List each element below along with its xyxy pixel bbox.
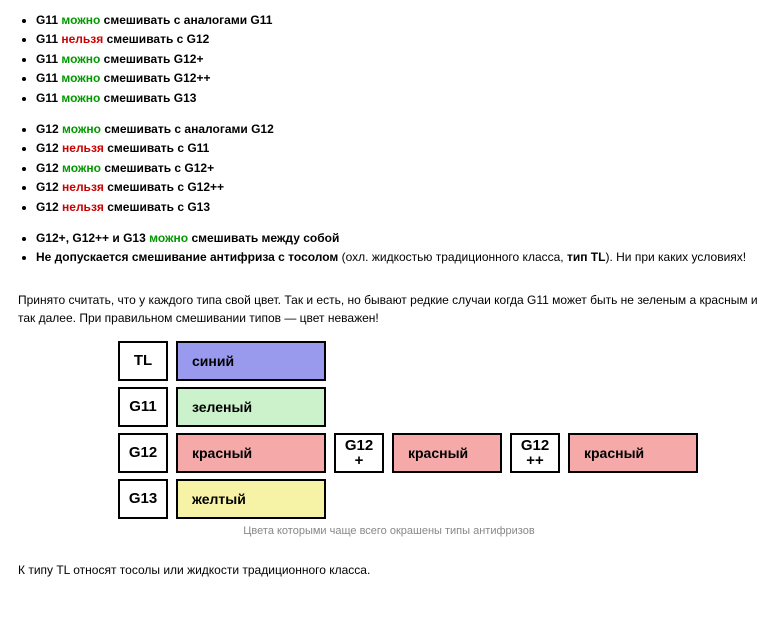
rule-pre: G11 xyxy=(36,52,61,66)
table-caption: Цвета которыми чаще всего окрашены типы … xyxy=(18,525,760,537)
rule-keyword: можно xyxy=(61,52,100,66)
rule-keyword: можно xyxy=(62,161,101,175)
type-cell: TL xyxy=(118,341,168,381)
rule-item: G12 нельзя смешивать с G11 xyxy=(36,140,760,157)
rule-item: G11 можно смешивать с аналогами G11 xyxy=(36,12,760,29)
rule-pre: G11 xyxy=(36,71,61,85)
type-cell: G12 xyxy=(118,433,168,473)
type-cell: G12++ xyxy=(510,433,560,473)
footer-paragraph: К типу TL относят тосолы или жидкости тр… xyxy=(18,561,760,579)
rule-pre: G11 xyxy=(36,13,61,27)
rule-item: G11 можно смешивать G13 xyxy=(36,90,760,107)
rule-post: смешивать с G12+ xyxy=(101,161,214,175)
rule-post: смешивать с аналогами G12 xyxy=(101,122,274,136)
rule-item: G12 можно смешивать с G12+ xyxy=(36,160,760,177)
rule-post: смешивать G13 xyxy=(100,91,196,105)
rule-post: смешивать G12++ xyxy=(100,71,210,85)
rule-pre: G12 xyxy=(36,180,62,194)
rule-pre: G11 xyxy=(36,91,61,105)
rule-keyword: нельзя xyxy=(62,180,104,194)
rule-item: G12 нельзя смешивать с G12++ xyxy=(36,179,760,196)
type-cell: G12+ xyxy=(334,433,384,473)
rules-block-1: G11 можно смешивать с аналогами G11G11 н… xyxy=(18,12,760,107)
rule-post: смешивать между собой xyxy=(188,231,339,245)
rule-post: смешивать с G12 xyxy=(103,32,209,46)
rule-item: G12 можно смешивать с аналогами G12 xyxy=(36,121,760,138)
rule-bold-2: тип TL xyxy=(567,250,606,264)
rule-keyword: можно xyxy=(149,231,188,245)
rule-keyword: можно xyxy=(61,91,100,105)
note-paragraph: Принято считать, что у каждого типа свой… xyxy=(18,291,760,327)
type-cell: G11 xyxy=(118,387,168,427)
color-cell: желтый xyxy=(176,479,326,519)
color-cell: красный xyxy=(568,433,698,473)
rules-block-3: G12+, G12++ и G13 можно смешивать между … xyxy=(18,230,760,267)
rule-bold: Не допускается смешивание антифриза с то… xyxy=(36,250,338,264)
rule-item: G11 можно смешивать G12+ xyxy=(36,51,760,68)
rule-text-2: ). Ни при каких условиях! xyxy=(605,250,746,264)
table-row: TLсиний xyxy=(118,341,760,381)
rule-keyword: нельзя xyxy=(62,200,104,214)
rule-pre: G12 xyxy=(36,200,62,214)
rule-keyword: можно xyxy=(62,122,101,136)
rule-item: G11 можно смешивать G12++ xyxy=(36,70,760,87)
table-row: G12красныйG12+красныйG12++красный xyxy=(118,433,760,473)
rule-keyword: можно xyxy=(61,13,100,27)
rule-pre: G12 xyxy=(36,161,62,175)
rule-post: смешивать с G11 xyxy=(104,141,209,155)
rule-item: G12+, G12++ и G13 можно смешивать между … xyxy=(36,230,760,247)
rule-keyword: нельзя xyxy=(61,32,103,46)
rule-pre: G12 xyxy=(36,122,62,136)
rule-pre: G12 xyxy=(36,141,62,155)
rule-post: смешивать с аналогами G11 xyxy=(100,13,272,27)
rule-item: G11 нельзя смешивать с G12 xyxy=(36,31,760,48)
color-type-table: TLсинийG11зеленыйG12красныйG12+красныйG1… xyxy=(118,341,760,519)
rule-item: G12 нельзя смешивать с G13 xyxy=(36,199,760,216)
rule-keyword: можно xyxy=(61,71,100,85)
rule-item: Не допускается смешивание антифриза с то… xyxy=(36,249,760,266)
rule-pre: G12+, G12++ и G13 xyxy=(36,231,149,245)
rule-text: (охл. жидкостью традиционного класса, xyxy=(338,250,567,264)
rule-post: смешивать G12+ xyxy=(100,52,203,66)
color-cell: красный xyxy=(392,433,502,473)
color-cell: зеленый xyxy=(176,387,326,427)
table-row: G13желтый xyxy=(118,479,760,519)
rule-post: смешивать с G13 xyxy=(104,200,210,214)
rule-post: смешивать с G12++ xyxy=(104,180,224,194)
color-cell: красный xyxy=(176,433,326,473)
rules-block-2: G12 можно смешивать с аналогами G12G12 н… xyxy=(18,121,760,216)
color-cell: синий xyxy=(176,341,326,381)
type-cell: G13 xyxy=(118,479,168,519)
rule-pre: G11 xyxy=(36,32,61,46)
rule-keyword: нельзя xyxy=(62,141,104,155)
table-row: G11зеленый xyxy=(118,387,760,427)
